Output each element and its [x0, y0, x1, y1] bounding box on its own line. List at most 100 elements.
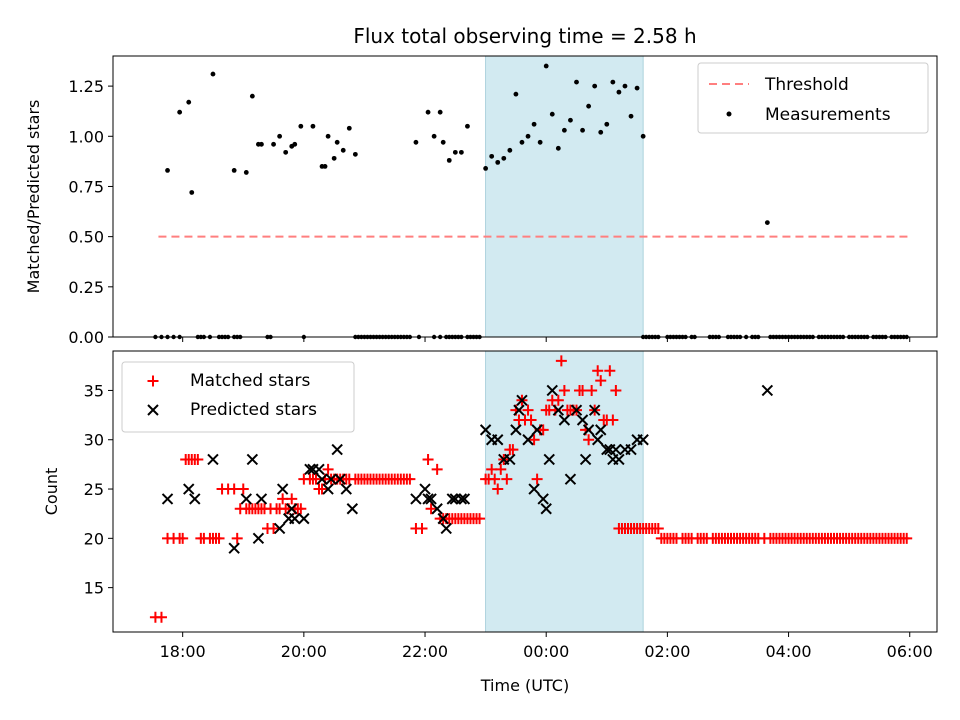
predicted-star-point — [276, 483, 289, 495]
bottom-y-tick-label: 35 — [84, 381, 104, 400]
measurement-point — [586, 103, 592, 109]
matched-star-point — [422, 453, 434, 465]
bottom-highlight-span — [485, 350, 644, 633]
measurement-point — [413, 139, 419, 145]
predicted-star-point — [255, 493, 268, 505]
measurement-point — [437, 109, 443, 115]
measurement-point — [525, 133, 531, 139]
measurement-point — [431, 133, 437, 139]
predicted-star-point — [522, 434, 534, 446]
measurement-point — [165, 168, 170, 173]
matched-star-point — [507, 444, 519, 456]
predicted-star-point — [273, 522, 286, 535]
top-y-axis-label: Matched/Predicted stars — [24, 100, 43, 294]
predicted-star-point — [207, 453, 219, 466]
measurement-point — [346, 125, 352, 131]
measurement-point — [604, 121, 610, 127]
matched-star-point — [286, 493, 298, 505]
predicted-star-point — [570, 404, 583, 416]
matched-star-point — [528, 434, 540, 446]
measurement-point — [189, 190, 195, 195]
predicted-star-point — [613, 453, 625, 466]
predicted-star-point — [334, 473, 346, 485]
predicted-star-point — [576, 414, 589, 426]
measurement-point — [271, 141, 276, 147]
matched-star-point — [555, 355, 567, 367]
predicted-star-point — [582, 424, 595, 436]
predicted-star-point — [510, 424, 522, 436]
matched-star-point — [501, 473, 513, 485]
measurement-point — [249, 93, 255, 99]
predicted-star-point — [252, 532, 265, 545]
predicted-star-point — [504, 453, 516, 466]
predicted-star-point — [313, 463, 325, 476]
predicted-star-point — [325, 473, 337, 485]
measurement-point — [334, 139, 340, 145]
matched-star-point — [586, 384, 598, 396]
matched-star-point — [537, 424, 549, 436]
predicted-star-point — [289, 512, 301, 525]
measurement-point — [531, 121, 537, 127]
matched-star-point — [558, 384, 570, 396]
measurement-point — [489, 153, 495, 159]
measurement-point — [634, 85, 640, 91]
top-panel: 0.00 0.25 0.50 0.75 1.00 1.25 Flux total obse… — [24, 24, 938, 347]
matched-star-point — [489, 473, 501, 485]
predicted-star-point — [479, 424, 492, 436]
matched-star-point — [531, 473, 543, 485]
predicted-star-point — [637, 434, 649, 446]
bottom-legend: Matched stars Predicted stars — [121, 361, 355, 433]
predicted-star-point — [346, 503, 359, 515]
predicted-star-point — [543, 453, 555, 466]
matched-legend-swatch — [147, 375, 159, 387]
predicted-star-point — [322, 483, 334, 495]
bottom-axes-frame — [112, 350, 938, 633]
matched-star-point — [295, 503, 307, 515]
top-y-ticks: 0.00 0.25 0.50 0.75 1.00 1.25 — [68, 77, 113, 347]
predicted-legend-label: Predicted stars — [190, 400, 317, 420]
measurement-point — [764, 220, 770, 225]
bottom-x-tick-label: 06:00 — [887, 642, 933, 661]
predicted-star-point — [228, 542, 240, 554]
predicted-star-point — [625, 443, 637, 456]
predicted-star-point — [437, 512, 449, 525]
measurement-point — [598, 129, 604, 135]
predicted-star-point — [455, 493, 468, 505]
measurement-point — [501, 155, 507, 161]
measurement-point — [446, 157, 452, 163]
predicted-star-point — [189, 493, 201, 505]
measurement-point — [322, 163, 328, 169]
matched-star-point — [192, 453, 204, 465]
predicted-star-point — [331, 443, 343, 456]
predicted-star-point — [492, 434, 504, 446]
measurement-point — [495, 159, 501, 165]
bottom-x-tick-label: 02:00 — [644, 642, 690, 661]
matched-star-point — [652, 522, 664, 534]
predicted-star-point — [425, 493, 437, 505]
predicted-legend-swatch — [147, 404, 159, 416]
predicted-star-point — [537, 493, 549, 505]
matched-star-point — [595, 375, 607, 387]
measurement-point — [483, 166, 489, 171]
bottom-y-tick-label: 20 — [84, 529, 104, 548]
measurement-point — [543, 63, 549, 69]
measurement-point — [568, 117, 573, 123]
measurement-point — [277, 133, 283, 139]
measurement-point — [549, 111, 555, 117]
matched-star-point — [316, 483, 328, 495]
predicted-star-point — [564, 473, 577, 485]
predicted-legend-marker — [147, 404, 159, 416]
matched-star-point — [525, 414, 537, 426]
matched-star-point — [610, 384, 622, 396]
measurement-point — [574, 79, 579, 85]
predicted-star-point — [410, 493, 422, 505]
measurement-point — [622, 83, 628, 89]
predicted-star-point — [304, 463, 316, 476]
bottom-x-tick-label: 22:00 — [402, 642, 448, 661]
matched-star-point — [495, 463, 507, 475]
bottom-legend-box — [121, 361, 355, 433]
bottom-y-tick-label: 25 — [84, 480, 104, 499]
predicted-star-point — [761, 384, 774, 397]
top-axes-frame — [112, 55, 938, 338]
predicted-star-point — [240, 493, 253, 505]
